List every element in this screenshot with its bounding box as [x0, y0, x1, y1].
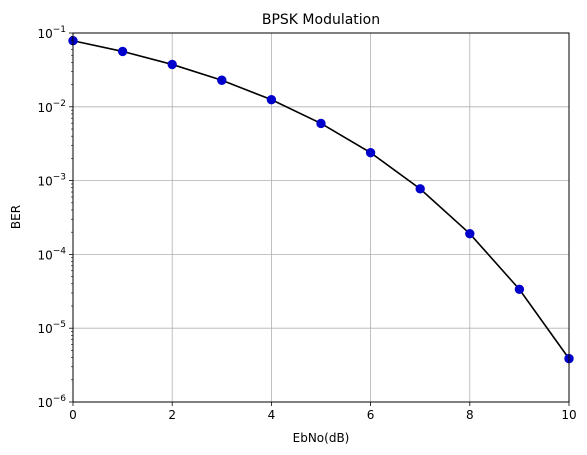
chart-title: BPSK Modulation — [262, 12, 380, 28]
data-point — [316, 118, 326, 129]
y-axis-label: BER — [9, 205, 23, 229]
x-tick-label: 2 — [168, 408, 176, 422]
data-point — [217, 75, 227, 85]
x-axis-label: EbNo(dB) — [293, 431, 350, 445]
x-tick-label: 10 — [561, 408, 576, 422]
y-tick-label: 10−1 — [37, 25, 66, 41]
y-tick-label: 10−6 — [37, 394, 66, 410]
grid — [73, 33, 569, 402]
data-point — [117, 46, 128, 57]
x-tick-label: 6 — [367, 408, 375, 422]
x-axis: 0 2 4 6 8 10 — [69, 402, 577, 422]
data-point — [266, 94, 277, 105]
data-point — [167, 59, 177, 70]
plot-frame — [72, 32, 570, 403]
data-point — [415, 184, 425, 194]
y-axis: 10−6 10−5 10−4 10−3 10−2 10−1 — [37, 25, 73, 410]
y-tick-label: 10−2 — [37, 99, 66, 115]
data-point — [514, 284, 525, 295]
data-point — [365, 147, 376, 158]
data-point — [465, 228, 475, 239]
y-tick-label: 10−3 — [37, 173, 66, 189]
x-tick-label: 0 — [69, 408, 77, 422]
x-tick-label: 8 — [466, 408, 474, 422]
x-tick-label: 4 — [268, 408, 276, 422]
y-tick-label: 10−5 — [37, 320, 66, 336]
series-layer — [68, 36, 574, 364]
y-tick-label: 10−4 — [37, 246, 66, 262]
